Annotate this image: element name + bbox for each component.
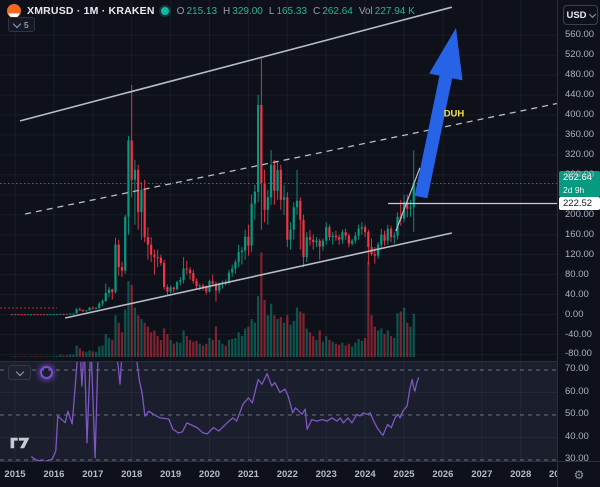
channel-bottom-trendline[interactable] — [65, 232, 452, 319]
year-tick-label: 2020 — [198, 469, 221, 480]
duh-label[interactable]: DUH — [444, 108, 465, 119]
oscillator-pane-controls — [8, 365, 53, 380]
price-tick-label: 560.00 — [565, 29, 595, 41]
oscillator-tick-label: 60.00 — [565, 385, 589, 397]
currency-label: USD — [566, 9, 587, 21]
oscillator-line[interactable] — [30, 362, 420, 461]
symbol-header: XMRUSD · 1M · KRAKEN O 215.13 H 329.00 L 16… — [7, 4, 415, 18]
main-price-pane[interactable]: DUH — [0, 0, 557, 361]
year-tick-label: 2023 — [315, 469, 337, 480]
oscillator-band-lines — [0, 369, 557, 461]
year-tick-label: 2028 — [510, 469, 532, 480]
price-tick-label: 40.00 — [565, 288, 589, 300]
oscillator-tick-label: 30.00 — [565, 453, 589, 464]
year-tick-label: 2021 — [237, 469, 259, 480]
pane-collapse-button[interactable] — [8, 365, 31, 380]
hidden-indicators-count: 5 — [24, 19, 29, 30]
price-tick-label: 320.00 — [565, 148, 595, 160]
volume-value: 227.94 K — [374, 5, 415, 17]
current-price-badge: 262.64 2d 9h — [559, 170, 600, 197]
chevron-down-icon — [588, 10, 596, 18]
price-tick-label: 520.00 — [565, 49, 595, 61]
chevron-down-icon — [15, 367, 24, 376]
low-value: 165.33 — [276, 5, 308, 17]
year-tick-label: 2019 — [160, 469, 182, 480]
axis-settings-corner[interactable]: ⚙ — [557, 461, 600, 487]
price-axis[interactable]: 262.64 2d 9h 222.52 560.00 520.00 480.00 44… — [557, 0, 600, 464]
current-price-value: 262.64 — [563, 171, 593, 183]
price-tick-label: 280.00 — [565, 168, 595, 180]
open-label: O — [176, 5, 185, 17]
lower-grid — [0, 362, 557, 461]
oscillator-tick-label: 70.00 — [565, 363, 589, 374]
indicator-loading-icon[interactable] — [40, 366, 53, 379]
high-value: 329.00 — [232, 5, 263, 17]
price-tick-label: 0.00 — [565, 308, 584, 320]
price-tick-label: 120.00 — [565, 248, 595, 260]
high-label: H — [223, 5, 231, 17]
oscillator-canvas[interactable] — [0, 362, 557, 461]
price-tick-label: -40.00 — [565, 328, 592, 340]
close-label: C — [313, 5, 321, 17]
time-axis[interactable]: 2015 2016 2017 2018 2019 2020 2021 2022 2023 2024… — [0, 461, 557, 487]
open-value: 215.13 — [186, 5, 218, 17]
oscillator-tick-label: 50.00 — [565, 408, 589, 419]
price-tick-label: 200.00 — [565, 208, 595, 220]
price-tick-label: 440.00 — [565, 89, 595, 100]
year-tick-label: 2029 — [549, 469, 557, 480]
year-tick-label: 2024 — [354, 469, 376, 480]
tradingview-logo[interactable] — [10, 436, 30, 454]
close-value: 262.64 — [322, 5, 353, 17]
price-tick-label: 160.00 — [565, 228, 595, 240]
channel-top-trendline[interactable] — [19, 6, 453, 122]
price-tick-label: 400.00 — [565, 108, 595, 120]
low-label: L — [268, 5, 275, 17]
rocket-arrow[interactable] — [414, 28, 463, 199]
price-tick-label: 480.00 — [565, 69, 595, 80]
year-tick-label: 2016 — [43, 469, 65, 480]
volume-label: Vol — [358, 5, 373, 17]
year-tick-label: 2026 — [432, 469, 454, 480]
year-tick-label: 2015 — [4, 469, 26, 480]
market-status-dot[interactable] — [160, 7, 169, 15]
price-tick-label: -80.00 — [565, 348, 592, 360]
year-tick-label: 2017 — [82, 469, 104, 480]
year-tick-label: 2018 — [121, 469, 143, 480]
symbol-title[interactable]: XMRUSD · 1M · KRAKEN — [27, 5, 155, 17]
currency-toggle-button[interactable]: USD — [563, 5, 598, 25]
volume-bars-layer — [10, 252, 415, 357]
price-tick-label: 80.00 — [565, 268, 589, 280]
ohlc-readout: O 215.13 H 329.00 L 165.33 C 262.64 Vol 227.9… — [177, 6, 415, 17]
hidden-indicators-pill[interactable]: 5 — [8, 17, 35, 32]
monero-logo-icon — [7, 4, 21, 18]
oscillator-tick-label: 40.00 — [565, 430, 589, 442]
year-tick-label: 2022 — [276, 469, 298, 480]
chevron-down-icon — [12, 19, 22, 28]
channel-mid-trendline[interactable] — [24, 102, 557, 215]
price-chart-canvas[interactable]: DUH — [0, 0, 557, 361]
drawn-level-badge: 222.52 — [559, 197, 600, 210]
gear-icon[interactable]: ⚙ — [573, 467, 585, 482]
oscillator-pane[interactable] — [0, 361, 557, 461]
breakout-trendline[interactable] — [395, 167, 421, 232]
year-tick-label: 2027 — [471, 469, 493, 480]
bar-countdown: 2d 9h — [563, 184, 585, 195]
year-tick-label: 2025 — [393, 469, 415, 480]
price-tick-label: 360.00 — [565, 128, 595, 140]
